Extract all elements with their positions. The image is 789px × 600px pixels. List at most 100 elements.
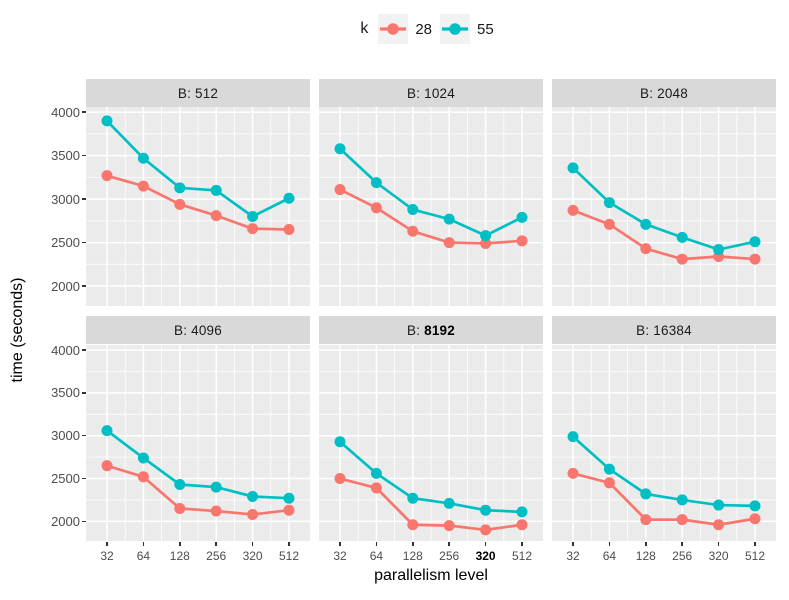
data-point-k28 [640,514,652,526]
facet-panel-b-512 [86,107,310,306]
facet-strip-value: 16384 [653,322,692,338]
data-point-k55 [443,497,455,509]
data-point-k55 [247,210,259,222]
facet-strip-b-2048: B: 2048 [552,79,776,107]
data-point-k55 [137,452,149,464]
data-point-k28 [567,204,579,216]
data-point-k55 [370,467,382,479]
data-point-k55 [713,499,725,511]
x-tick-mark [754,542,756,546]
data-point-k28 [370,482,382,494]
facet-strip-prefix: B: [407,85,425,101]
x-tick-mark [448,542,450,546]
x-tick-label: 256 [439,549,460,563]
x-tick-label: 320 [708,549,729,563]
x-tick-label: 320 [242,549,263,563]
facet-panel-b-8192 [319,345,543,541]
data-point-k28 [443,237,455,249]
y-tick-label: 2500 [51,471,80,487]
data-point-k55 [567,162,579,174]
data-point-k55 [137,152,149,164]
data-point-k55 [676,494,688,506]
data-point-k55 [210,481,222,493]
data-point-k55 [749,236,761,248]
facet-strip-prefix: B: [177,85,195,101]
y-tick-mark [81,111,86,113]
data-point-k55 [174,182,186,194]
x-tick-label: 320 [475,549,496,563]
x-tick-mark [288,542,290,546]
y-tick-mark [81,392,86,394]
series-line-k55 [106,119,290,219]
x-tick-label: 512 [744,549,766,563]
x-tick-mark [215,542,217,546]
facet-panel-b-16384 [552,345,776,541]
y-tick-mark [81,285,86,287]
x-tick-mark [179,542,181,546]
data-point-k28 [247,223,259,235]
data-point-k28 [247,508,259,520]
series-line-k28 [106,464,290,516]
legend-key-swatch-28 [378,14,409,44]
x-tick-label: 128 [402,549,423,563]
data-point-k28 [749,253,761,265]
y-tick-label: 3500 [51,385,80,401]
legend-entry-label: 28 [415,20,432,38]
data-point-k55 [567,431,579,443]
facet-panel-b-1024 [319,107,543,306]
facet-panel-b-4096 [86,345,310,541]
data-point-k28 [516,235,528,247]
data-point-k55 [101,115,113,127]
series-line-k28 [572,472,756,527]
series-line-k55 [572,435,756,508]
y-tick-mark [81,154,86,157]
data-point-k28 [174,198,186,210]
x-tick-mark [717,542,720,546]
y-tick-mark [81,349,86,351]
data-point-k28 [603,218,615,230]
facet-strip-prefix: B: [636,322,654,338]
x-tick-label: 512 [278,549,300,563]
legend: k 28 55 [86,13,776,45]
x-tick-mark [106,542,108,546]
facet-strip-b-8192: B: 8192 [319,316,543,344]
facet-strip-prefix: B: [640,85,658,101]
data-point-k55 [407,204,419,216]
series-line-k28 [572,209,756,261]
data-point-k55 [407,492,419,504]
x-tick-mark [608,542,611,546]
facet-strip-b-512: B: 512 [86,79,310,107]
series-line-k55 [339,440,523,514]
data-point-k28 [283,504,295,516]
x-tick-label: 64 [602,549,617,563]
series-line-k55 [339,147,523,238]
x-axis-title: parallelism level [374,567,488,584]
data-point-k55 [101,425,113,437]
facet-strip-prefix: B: [174,322,192,338]
y-tick-label: 4000 [51,104,80,120]
legend-entry-28: 28 [378,14,432,44]
data-point-k55 [443,213,455,225]
y-tick-mark [81,520,86,523]
data-point-k28 [407,225,419,237]
x-tick-label: 64 [369,549,384,563]
data-point-k55 [480,504,492,516]
data-point-k55 [174,479,186,491]
x-tick-mark [484,542,487,546]
x-tick-label: 256 [672,549,693,563]
data-point-k28 [101,170,113,182]
facet-strip-value: 4096 [191,322,222,338]
data-point-k55 [334,436,346,448]
y-tick-label: 3500 [51,148,80,164]
series-line-k28 [339,188,523,245]
x-tick-label: 512 [511,549,533,563]
data-point-k28 [676,514,688,526]
data-point-k28 [407,519,419,531]
legend-key-swatch-55 [440,14,470,44]
legend-title: k [360,20,369,37]
data-point-k55 [749,500,761,512]
data-point-k55 [334,143,346,155]
facet-panel-b-2048 [552,107,776,306]
y-tick-mark [81,198,86,200]
data-point-k28 [640,243,652,255]
